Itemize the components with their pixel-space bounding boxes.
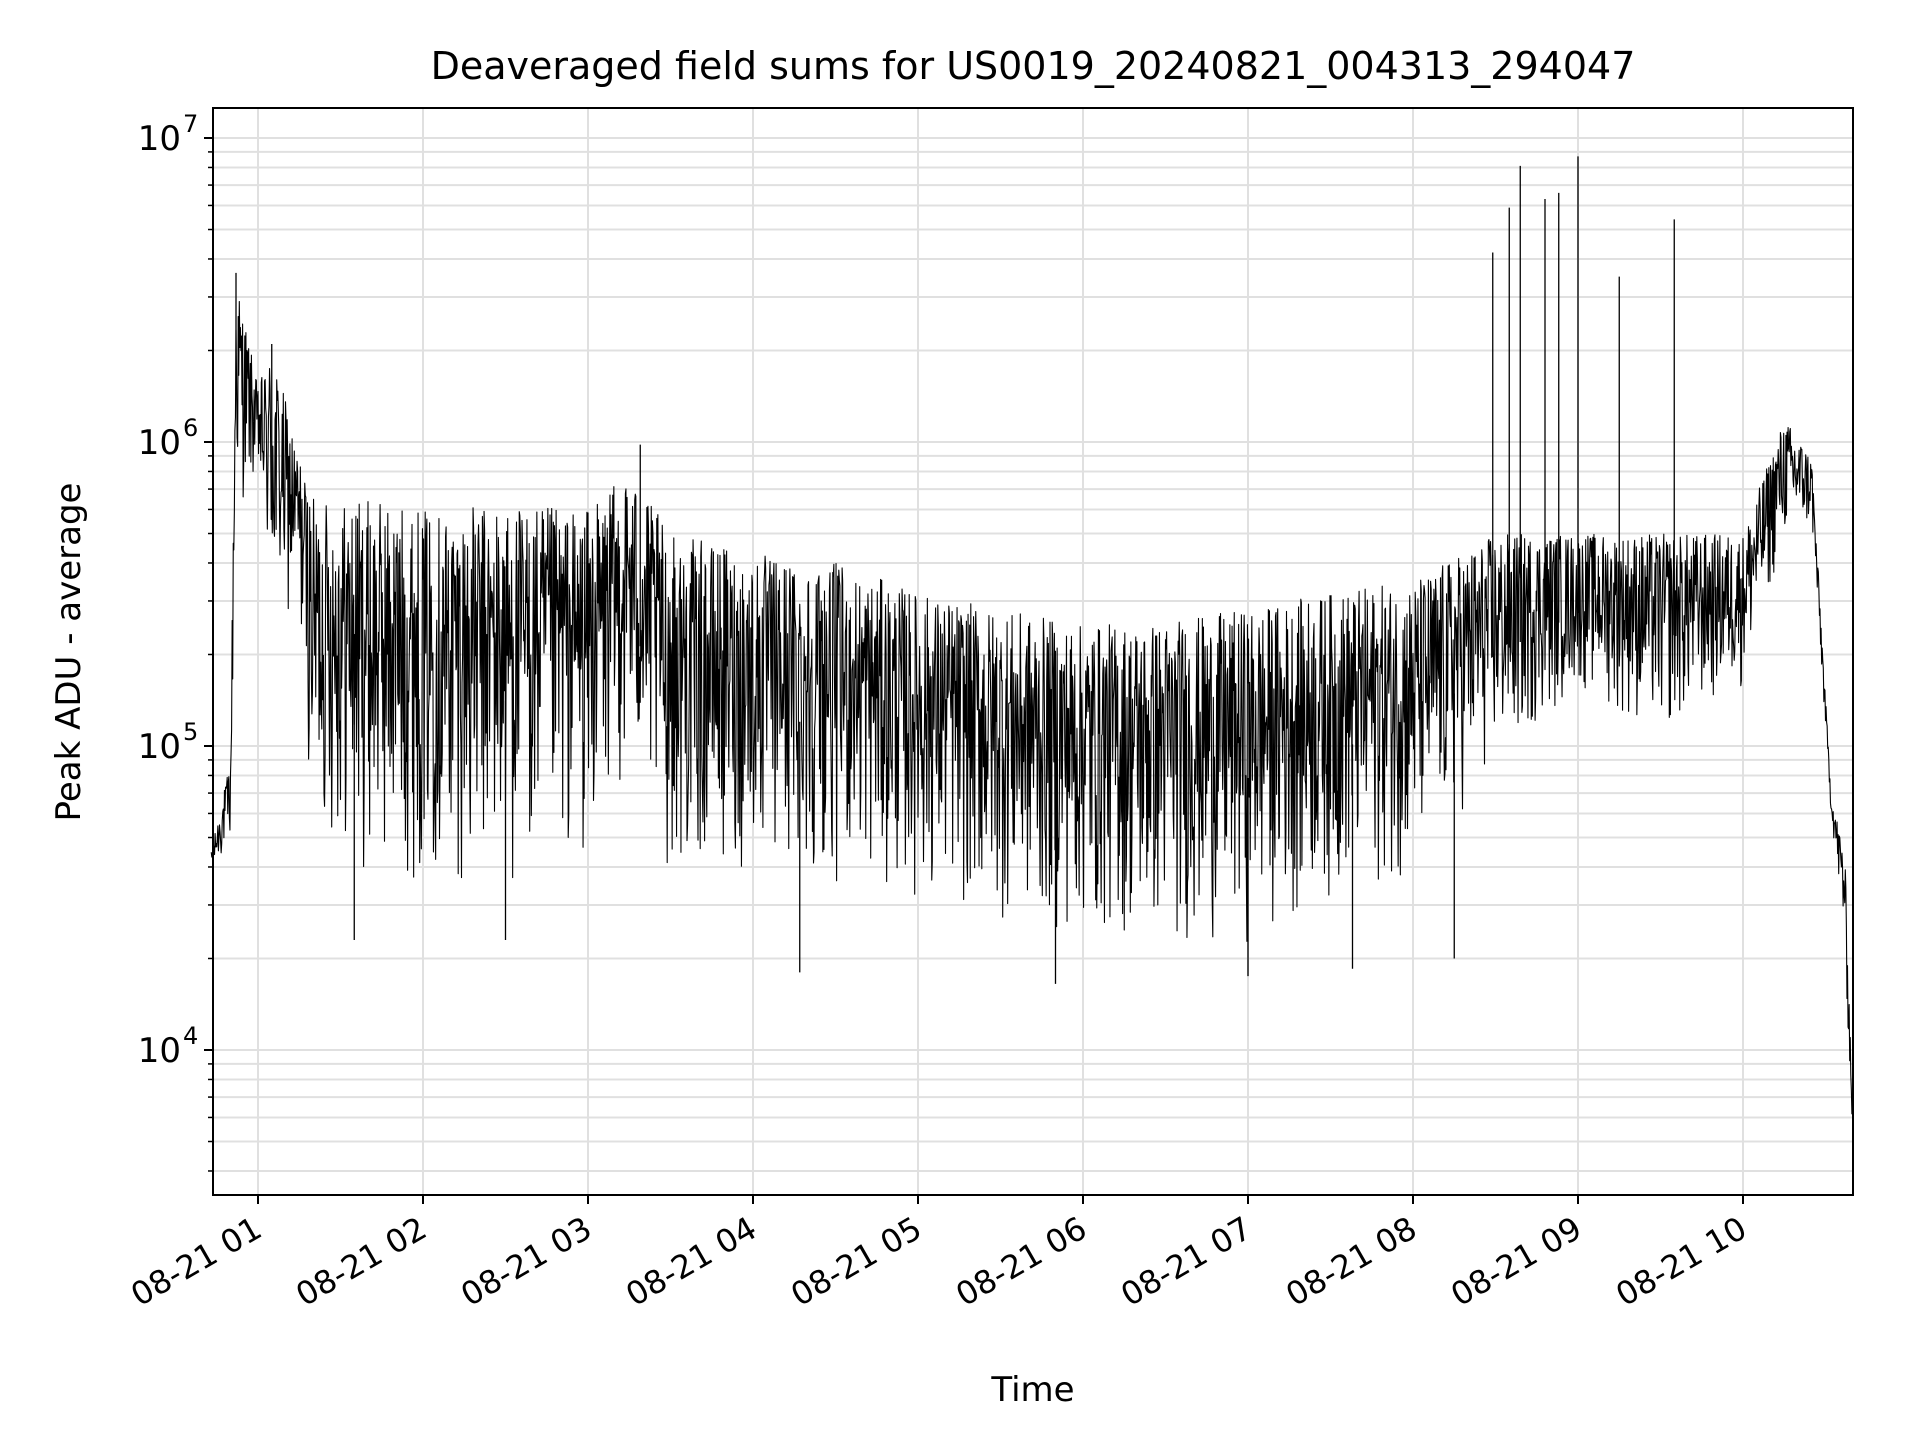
- series-line: [210, 300, 1854, 1125]
- grid: [213, 108, 1853, 1195]
- chart-title: Deaveraged field sums for US0019_2024082…: [431, 44, 1636, 88]
- y-tick-label-exponent: 4: [183, 1022, 198, 1050]
- series-group: [210, 156, 1854, 1125]
- plot-frame: [212, 107, 1854, 1196]
- y-tick-label: 10: [138, 727, 181, 767]
- y-tick-label: 10: [138, 423, 181, 463]
- y-tick-label-exponent: 6: [183, 414, 198, 442]
- y-tick-label: 10: [138, 119, 181, 159]
- y-tick-label-exponent: 7: [183, 110, 198, 138]
- x-axis-label: Time: [990, 1370, 1074, 1410]
- y-tick-label: 10: [138, 1031, 181, 1071]
- y-tick-label-exponent: 5: [183, 718, 198, 746]
- y-axis-label: Peak ADU - average: [49, 483, 89, 822]
